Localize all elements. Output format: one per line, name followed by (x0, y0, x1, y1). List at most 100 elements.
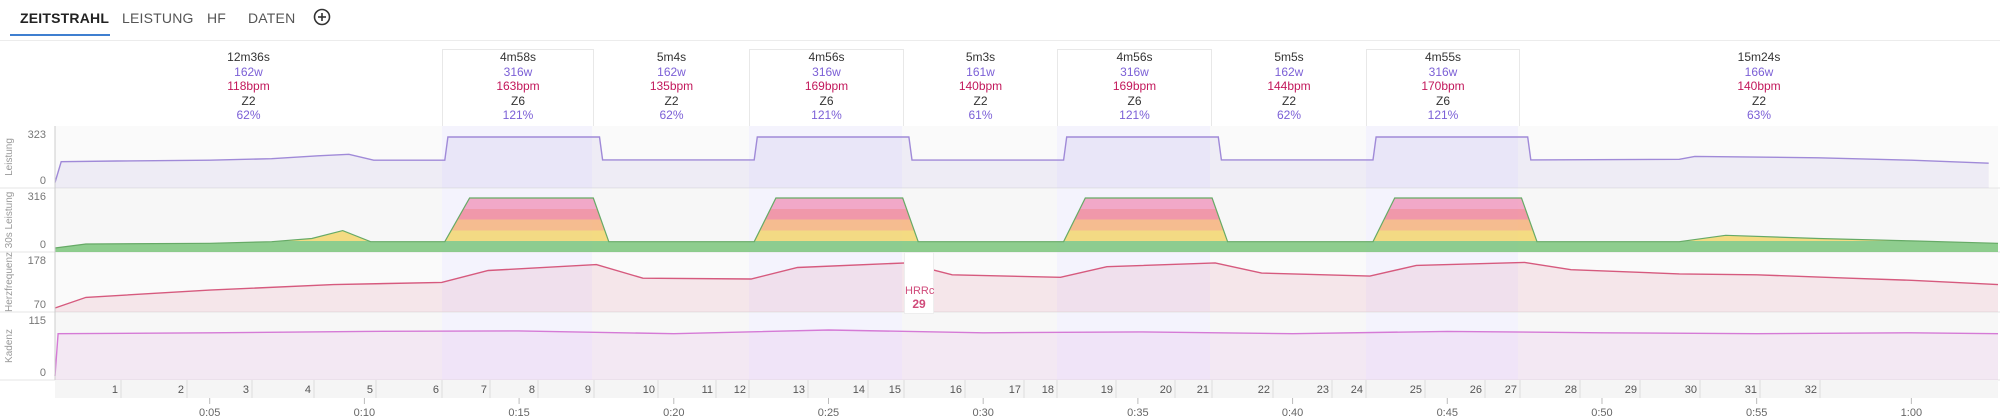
tab-hf[interactable]: HF (207, 10, 227, 26)
interval-zone: Z6 (1127, 93, 1142, 108)
lap-label[interactable]: 25 (1410, 384, 1422, 396)
lap-label[interactable]: 12 (734, 384, 746, 396)
lap-label[interactable]: 8 (529, 384, 535, 396)
interval-bpm: 140bpm (958, 79, 1003, 93)
lap-label[interactable]: 17 (1009, 384, 1021, 396)
interval-duration: 5m4s (656, 50, 687, 64)
zone-area (55, 198, 1998, 252)
interval-summary[interactable]: 5m5s 162w 144bpm Z2 62% (1209, 50, 1369, 123)
interval-duration: 4m56s (808, 50, 845, 64)
lap-label[interactable]: 6 (433, 384, 439, 396)
lap-label[interactable]: 31 (1745, 384, 1757, 396)
lap-label[interactable]: 29 (1625, 384, 1637, 396)
lap-label[interactable]: 21 (1197, 384, 1209, 396)
y-tick-min-herzfrequenz: 70 (34, 299, 46, 311)
interval-watts: 161w (966, 64, 995, 79)
interval-duration: 5m3s (965, 50, 996, 64)
interval-summary[interactable]: 4m56s 316w 169bpm Z6 121% (747, 50, 907, 123)
time-tick-label: 0:20 (663, 407, 684, 419)
plus-circle-icon[interactable] (313, 8, 331, 26)
lap-label[interactable]: 14 (853, 384, 865, 396)
lap-label[interactable]: 10 (643, 384, 655, 396)
lap-label[interactable]: 22 (1258, 384, 1270, 396)
interval-duration: 4m58s (499, 50, 537, 64)
interval-zone: Z2 (1751, 93, 1766, 108)
lap-label[interactable]: 15 (889, 384, 901, 396)
interval-bpm: 140bpm (1737, 79, 1781, 93)
interval-summary[interactable]: 4m55s 316w 170bpm Z6 121% (1363, 50, 1523, 123)
hrrc-value: 29 (912, 297, 926, 311)
interval-summary[interactable]: 4m58s 316w 163bpm Z6 121% (438, 50, 598, 123)
tab-zeitstrahl[interactable]: ZEITSTRAHL (20, 10, 110, 26)
interval-watts: 316w (1120, 64, 1149, 79)
interval-bpm: 118bpm (227, 79, 270, 93)
lap-label[interactable]: 1 (112, 384, 118, 396)
interval-highlight (1057, 49, 1212, 126)
lap-label[interactable]: 2 (178, 384, 184, 396)
lap-label[interactable]: 23 (1317, 384, 1329, 396)
interval-watts: 316w (503, 64, 533, 79)
lap-label[interactable]: 27 (1505, 384, 1517, 396)
interval-percent: 121% (811, 108, 842, 122)
interval-bpm: 169bpm (1112, 79, 1157, 93)
interval-percent: 121% (1119, 108, 1150, 122)
series-line-leistung (54, 136, 1989, 183)
tab-leistung[interactable]: LEISTUNG (122, 10, 194, 26)
y-tick-min-kadenz: 0 (40, 367, 46, 379)
lap-label[interactable]: 13 (793, 384, 805, 396)
interval-band (1366, 126, 1518, 380)
interval-summary[interactable]: 12m36s 162w 118bpm Z2 62% (169, 50, 329, 123)
lap-label[interactable]: 4 (305, 384, 311, 396)
interval-zone: Z2 (241, 93, 256, 108)
interval-watts: 162w (234, 64, 263, 79)
lap-label[interactable]: 11 (702, 384, 713, 396)
y-tick-min-leistung30: 0 (40, 239, 46, 251)
lap-label[interactable]: 20 (1160, 384, 1172, 396)
lap-label[interactable]: 26 (1470, 384, 1482, 396)
interval-summary[interactable]: 5m3s 161w 140bpm Z2 61% (901, 50, 1061, 123)
lap-label[interactable]: 3 (243, 384, 249, 396)
time-tick-label: 0:45 (1437, 407, 1458, 419)
interval-bpm: 163bpm (496, 79, 540, 93)
panel-background-leistung (55, 126, 1998, 188)
interval-percent: 63% (1746, 108, 1772, 122)
interval-highlight (442, 49, 594, 126)
interval-band (1057, 126, 1210, 380)
lap-label[interactable]: 24 (1351, 384, 1363, 396)
interval-summary[interactable]: 5m4s 162w 135bpm Z2 62% (592, 50, 752, 123)
lap-label[interactable]: 9 (585, 384, 591, 396)
y-tick-max-leistung30: 316 (28, 191, 46, 203)
lap-label[interactable]: 19 (1101, 384, 1113, 396)
lap-label[interactable]: 18 (1042, 384, 1054, 396)
time-tick-label: 0:10 (354, 407, 375, 419)
y-tick-max-herzfrequenz: 178 (28, 255, 46, 267)
lap-label[interactable]: 32 (1805, 384, 1817, 396)
lap-label[interactable]: 30 (1685, 384, 1697, 396)
interval-watts: 316w (1428, 64, 1458, 79)
axis-label-leistung30: 30s Leistung (4, 192, 15, 249)
tab-bar: ZEITSTRAHL LEISTUNG HF DATEN (0, 0, 2000, 40)
tab-bar-divider (0, 40, 2000, 41)
time-tick-label: 0:05 (199, 407, 220, 419)
tab-daten[interactable]: DATEN (248, 10, 296, 26)
interval-summary[interactable]: 4m56s 316w 169bpm Z6 121% (1055, 50, 1215, 123)
lap-label[interactable]: 5 (367, 384, 373, 396)
lap-label[interactable]: 28 (1565, 384, 1577, 396)
time-tick-label: 0:50 (1591, 407, 1612, 419)
interval-duration: 15m24s (1737, 50, 1781, 64)
interval-summary[interactable]: 15m24s 166w 140bpm Z2 63% (1679, 50, 1839, 123)
active-tab-indicator (10, 34, 110, 36)
axis-label-leistung: Leistung (4, 138, 15, 176)
interval-percent: 62% (1276, 108, 1302, 122)
interval-bpm: 169bpm (804, 79, 849, 93)
axis-label-kadenz: Kadenz (4, 329, 15, 363)
time-tick-label: 0:15 (508, 407, 529, 419)
interval-band (442, 126, 592, 380)
time-tick-label: 1:00 (1901, 407, 1922, 419)
interval-watts: 166w (1744, 64, 1774, 79)
axis-label-herzfrequenz: Herzfrequenz (4, 252, 15, 312)
panel-background-kadenz (55, 312, 1998, 380)
lap-label[interactable]: 7 (481, 384, 487, 396)
lap-label[interactable]: 16 (950, 384, 962, 396)
